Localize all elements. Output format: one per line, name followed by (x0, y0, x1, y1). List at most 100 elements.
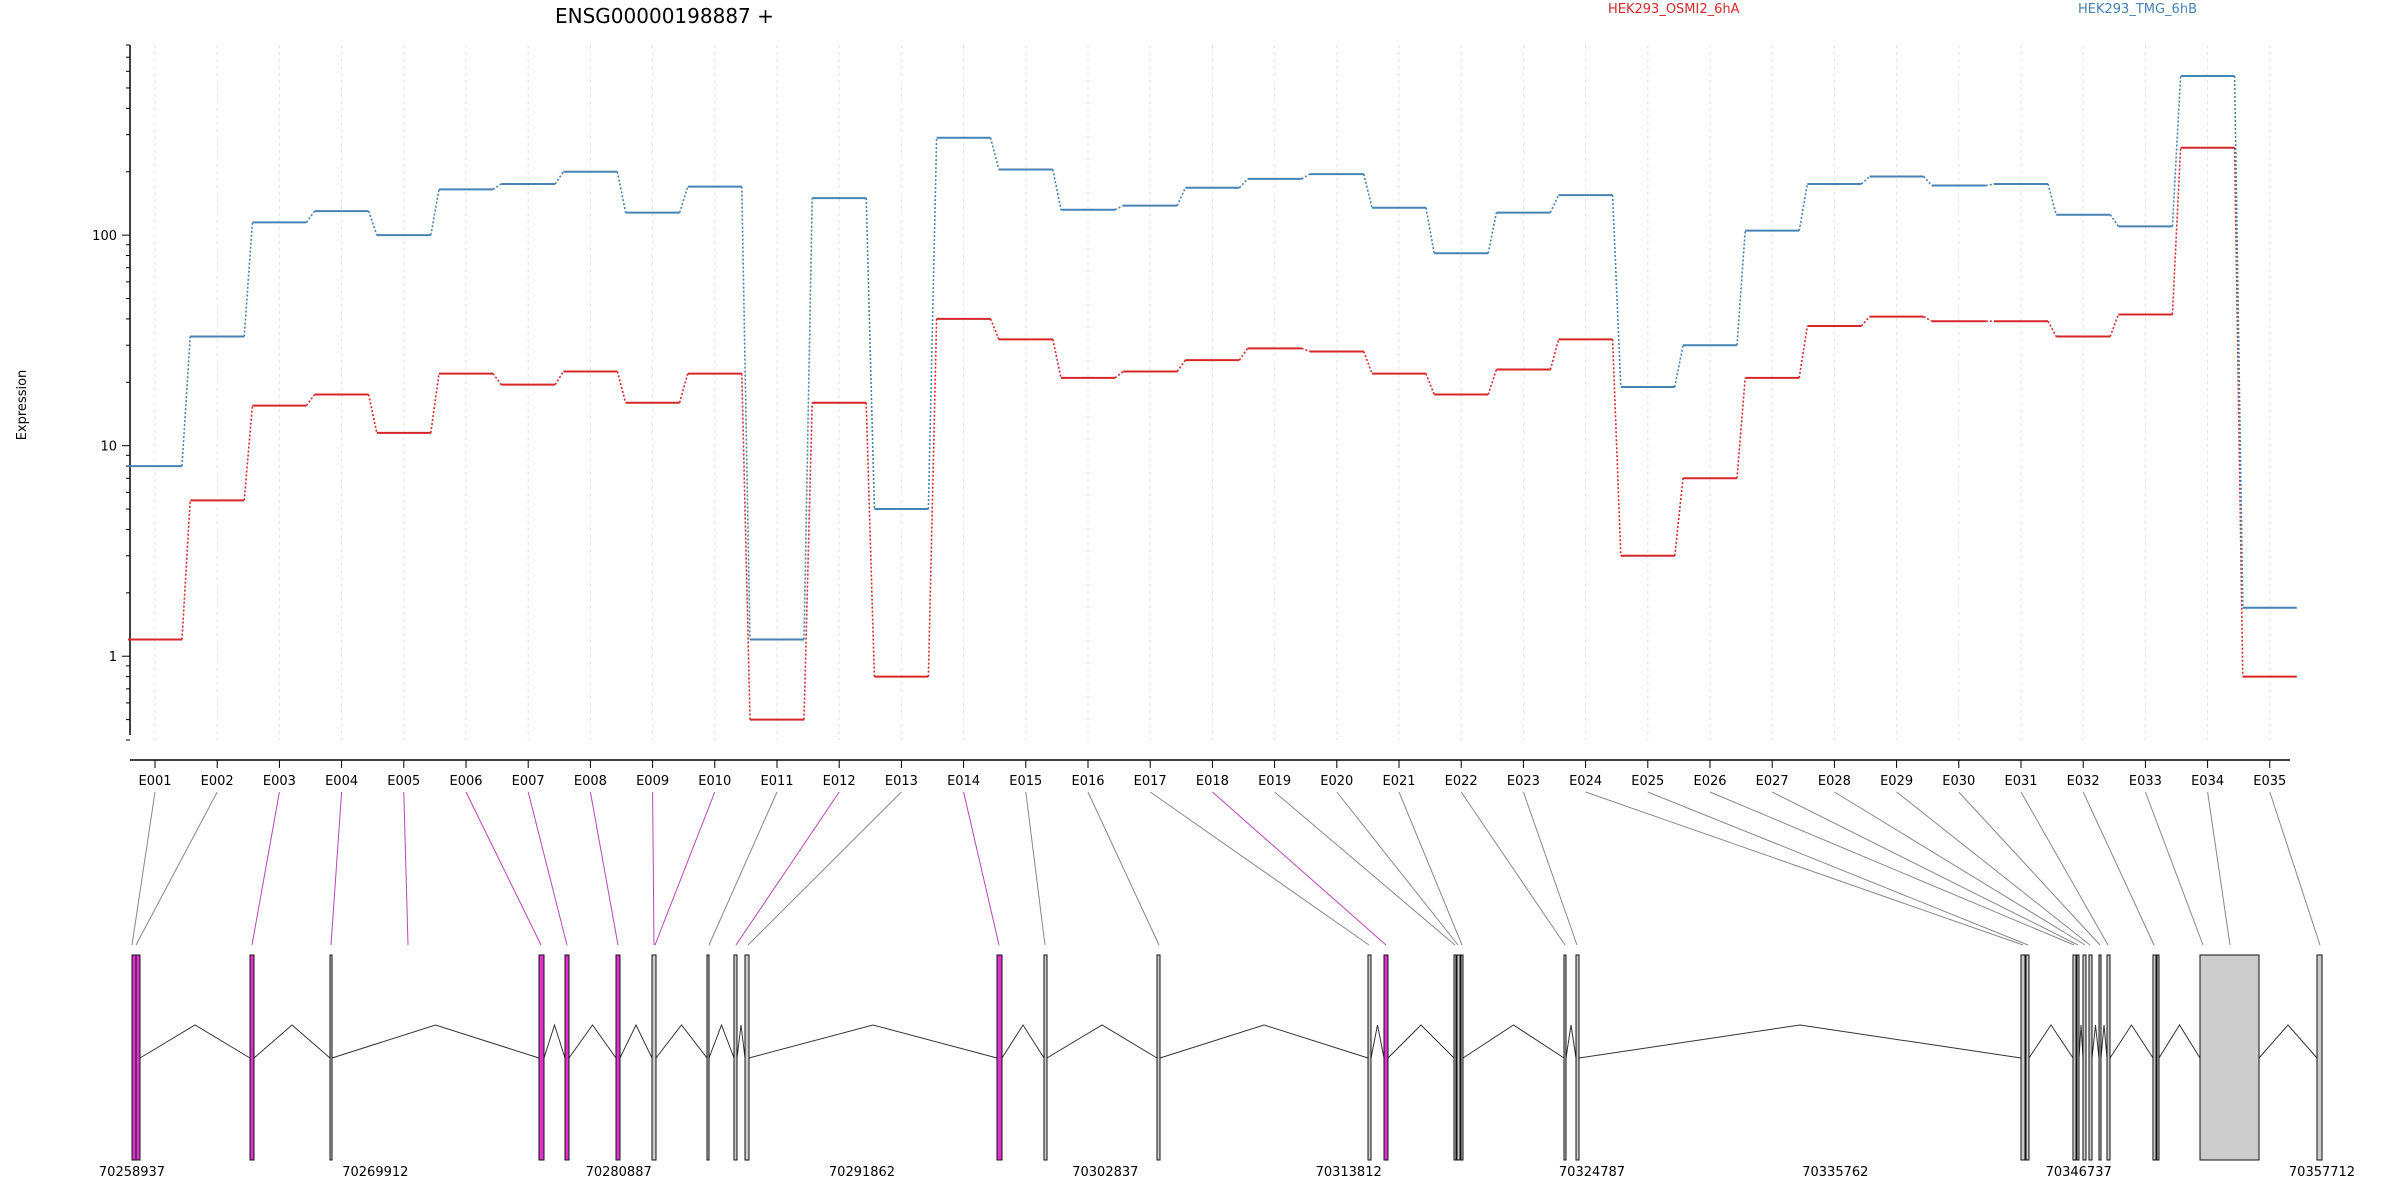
connector-e032 (2082, 791, 2155, 946)
gene-model (131, 954, 2323, 1161)
intron-line (1159, 1024, 1369, 1059)
exon-label-e019: E019 (1258, 774, 1291, 789)
legend-series-1: HEK293_OSMI2_6hA (1608, 2, 1740, 17)
exon-label-e021: E021 (1382, 774, 1415, 789)
series-2-connector (492, 183, 502, 191)
series-1-connector (989, 318, 1000, 340)
gene-exon-box (249, 954, 255, 1161)
exon-label-e023: E023 (1507, 774, 1540, 789)
connector-e001 (131, 791, 156, 946)
series-1-connector (2109, 314, 2120, 337)
series-1 (128, 146, 2297, 721)
intron-line (619, 1023, 653, 1059)
gene-exon-box (2025, 954, 2030, 1161)
series-2-connector (1674, 345, 1684, 388)
exon-connectors (131, 791, 2321, 946)
connector-e025 (1647, 791, 2029, 946)
series-2-connector (2233, 75, 2244, 608)
series-1-connector (1611, 339, 1622, 556)
gene-exon-box (1575, 954, 1580, 1161)
connector-e007 (527, 791, 568, 946)
gene-exon-box (2098, 954, 2102, 1161)
exon-label-e034: E034 (2191, 774, 2224, 789)
connector-e008 (589, 791, 619, 946)
connector-e020 (1336, 791, 1459, 946)
y-axis-title: Expression (15, 370, 30, 441)
exon-label-e006: E006 (449, 774, 482, 789)
exon-label-e012: E012 (823, 774, 856, 789)
connector-e030 (1958, 791, 2101, 946)
gene-exon-box (2076, 954, 2080, 1161)
intron-line (331, 1024, 540, 1059)
series-1-connector (367, 394, 378, 434)
connector-e022 (1460, 791, 1566, 946)
gene-exon-box (2088, 954, 2093, 1161)
coordinate-label-70324787: 70324787 (1559, 1165, 1625, 1180)
exon-label-e033: E033 (2129, 774, 2162, 789)
series-2-connector (1611, 195, 1622, 388)
series-2-connector (1985, 183, 1995, 187)
connector-e029 (1896, 791, 2091, 946)
gene-exon-box (131, 954, 137, 1161)
connector-e021 (1398, 791, 1463, 946)
series-2-connector (989, 137, 1000, 170)
connector-e005 (403, 791, 409, 946)
intron-line (2258, 1024, 2318, 1059)
intron-line (1001, 1024, 1045, 1059)
gene-exon-box (2020, 954, 2026, 1161)
exon-label-e029: E029 (1880, 774, 1913, 789)
series-2-connector (181, 336, 191, 467)
connector-e019 (1274, 791, 1456, 946)
series-2-connector (1860, 175, 1871, 185)
intron-line (568, 1024, 617, 1059)
series-2-connector (430, 189, 440, 236)
gene-exon-box (2082, 954, 2087, 1161)
series-1-connector (1363, 351, 1373, 374)
intron-line (2028, 1024, 2074, 1059)
intron-line (1046, 1024, 1158, 1059)
gene-exon-box (2152, 954, 2157, 1161)
coordinate-label-70291862: 70291862 (829, 1165, 895, 1180)
connector-e004 (330, 791, 343, 946)
y-tick-label-100: 100 (92, 229, 117, 244)
coordinate-label-70346737: 70346737 (2046, 1165, 2112, 1180)
intron-line (1565, 1024, 1577, 1059)
intron-line (2091, 1024, 2100, 1059)
series-1-connector (1674, 478, 1684, 556)
series-2-connector (1363, 173, 1373, 208)
series-1-connector (181, 500, 191, 640)
gene-exon-box (996, 954, 1003, 1161)
series-1-connector (927, 318, 938, 677)
connector-e028 (1834, 791, 2086, 946)
series-1-connector (1549, 339, 1560, 370)
series-1-connector (554, 371, 565, 386)
series-1-connector (2233, 147, 2244, 677)
connector-e006 (465, 791, 542, 946)
connector-e034 (2207, 791, 2231, 946)
gene-exon-box (538, 954, 545, 1161)
exon-label-e004: E004 (325, 774, 358, 789)
series-1-connector (1736, 377, 1746, 479)
chart-title: ENSG00000198887 + (555, 4, 774, 28)
exon-label-e024: E024 (1569, 774, 1602, 789)
connector-e035 (2269, 791, 2321, 946)
series-1-connector (1301, 347, 1311, 353)
intron-line (1370, 1024, 1385, 1059)
gene-exon-box (744, 954, 750, 1161)
gene-exon-box (1043, 954, 1048, 1161)
exon-label-e028: E028 (1818, 774, 1851, 789)
series-1-connector (1425, 373, 1435, 395)
gene-exon-box (651, 954, 657, 1161)
exon-label-e035: E035 (2253, 774, 2286, 789)
exon-label-e002: E002 (201, 774, 234, 789)
series-1-connector (1114, 370, 1124, 379)
gene-exon-box (1453, 954, 1457, 1161)
connector-e023 (1522, 791, 1578, 946)
series-1-connector (492, 373, 502, 386)
series-1-connector (2047, 320, 2057, 337)
series-1-connector (1860, 316, 1871, 327)
connector-e009 (652, 791, 655, 946)
series-2-connector (865, 198, 876, 510)
